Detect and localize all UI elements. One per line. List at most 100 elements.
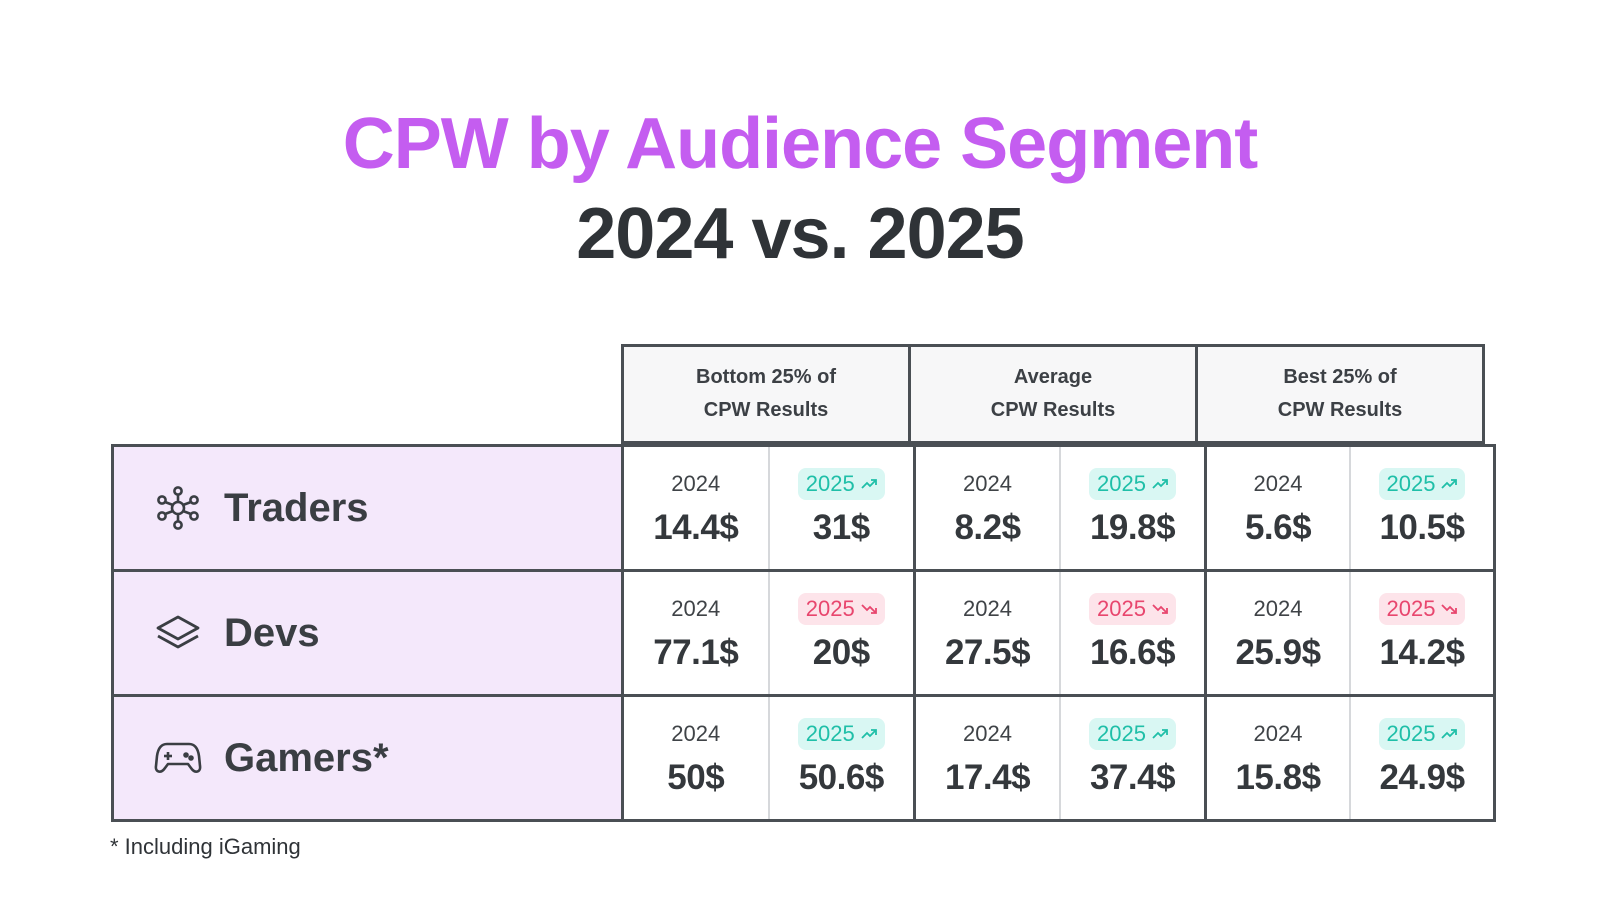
year-label-2025: 2025	[1386, 721, 1436, 746]
cell-group-average: 2024 17.4$ 2025 37.4$	[916, 697, 1207, 819]
year-label-2024: 2024	[963, 721, 1012, 746]
year-badge-2025: 2025	[1378, 718, 1466, 750]
column-headers: Bottom 25% of CPW Results Average CPW Re…	[621, 344, 1485, 444]
value-2025: 19.8$	[1089, 508, 1176, 547]
segment-label: Gamers*	[224, 735, 389, 780]
column-header-best-25: Best 25% of CPW Results	[1195, 344, 1485, 444]
value-2024-cell: 2024 77.1$	[624, 572, 770, 694]
year-label-2024: 2024	[671, 596, 721, 621]
value-2025: 16.6$	[1089, 633, 1176, 672]
year-label-2025: 2025	[805, 721, 855, 746]
gamepad-icon	[154, 734, 202, 782]
year-label-2024: 2024	[963, 471, 1012, 496]
year-label-2025: 2025	[805, 596, 855, 621]
column-header-average: Average CPW Results	[908, 344, 1198, 444]
segment-cell: Traders	[114, 447, 624, 569]
value-2025-cell: 2025 10.5$	[1351, 447, 1493, 569]
year-label-2025: 2025	[1386, 471, 1436, 496]
value-2024-cell: 2024 50$	[624, 697, 770, 819]
segment-label: Devs	[224, 610, 320, 655]
value-2024-cell: 2024 8.2$	[916, 447, 1061, 569]
value-2025: 37.4$	[1089, 758, 1176, 797]
year-label-2025: 2025	[1097, 596, 1146, 621]
value-2024: 77.1$	[653, 633, 739, 672]
value-2024-cell: 2024 15.8$	[1207, 697, 1351, 819]
value-2024: 5.6$	[1244, 508, 1312, 547]
value-2025-cell: 2025 37.4$	[1061, 697, 1204, 819]
value-2024: 17.4$	[944, 758, 1031, 797]
trend-down-icon	[1441, 603, 1458, 615]
year-badge-2025: 2025	[797, 593, 885, 625]
value-2025-cell: 2025 20$	[770, 572, 914, 694]
segment-cell: Gamers*	[114, 697, 624, 819]
year-label-2025: 2025	[1097, 471, 1146, 496]
year-label-2024: 2024	[1253, 596, 1303, 621]
footnote: * Including iGaming	[110, 834, 301, 859]
segment-label: Traders	[224, 485, 369, 530]
value-2024: 15.8$	[1235, 758, 1321, 797]
segment-cell: Devs	[114, 572, 624, 694]
value-2025: 20$	[812, 633, 870, 672]
value-2024-cell: 2024 5.6$	[1207, 447, 1351, 569]
value-2024: 8.2$	[954, 508, 1021, 547]
table-row: Gamers* 2024 50$ 2025 50.6$ 2024 17.4$ 2025 37.4…	[114, 697, 1493, 819]
value-2024: 50$	[667, 758, 725, 797]
value-2025: 50.6$	[798, 758, 885, 797]
network-icon	[154, 484, 202, 532]
year-label-2025: 2025	[1097, 721, 1146, 746]
value-2024: 25.9$	[1235, 633, 1321, 672]
year-label-2024: 2024	[671, 471, 721, 496]
year-badge-2025: 2025	[1089, 718, 1176, 750]
value-2025: 24.9$	[1379, 758, 1465, 797]
value-2024-cell: 2024 25.9$	[1207, 572, 1351, 694]
year-label-2025: 2025	[805, 471, 855, 496]
value-2025: 10.5$	[1379, 508, 1465, 547]
year-label-2024: 2024	[1253, 721, 1303, 746]
cell-group-best-25: 2024 15.8$ 2025 24.9$	[1207, 697, 1493, 819]
year-badge-2025: 2025	[797, 718, 885, 750]
column-header-bottom-25: Bottom 25% of CPW Results	[621, 344, 911, 444]
value-2024-cell: 2024 14.4$	[624, 447, 770, 569]
cpw-table: Traders 2024 14.4$ 2025 31$ 2024 8.2$ 2025 19.8$…	[111, 444, 1496, 822]
cell-group-best-25: 2024 5.6$ 2025 10.5$	[1207, 447, 1493, 569]
value-2024-cell: 2024 17.4$	[916, 697, 1061, 819]
value-2025: 14.2$	[1379, 633, 1465, 672]
layers-icon	[154, 609, 202, 657]
value-2025-cell: 2025 50.6$	[770, 697, 914, 819]
trend-up-icon	[861, 728, 877, 740]
value-2025: 31$	[812, 508, 870, 547]
year-label-2025: 2025	[1386, 596, 1436, 621]
value-2025-cell: 2025 31$	[770, 447, 914, 569]
trend-up-icon	[1152, 728, 1168, 740]
table-row: Traders 2024 14.4$ 2025 31$ 2024 8.2$ 2025 19.8$…	[114, 447, 1493, 572]
year-badge-2025: 2025	[1378, 468, 1466, 500]
value-2025-cell: 2025 14.2$	[1351, 572, 1493, 694]
value-2024: 14.4$	[653, 508, 739, 547]
year-badge-2025: 2025	[1378, 593, 1466, 625]
year-badge-2025: 2025	[1089, 593, 1176, 625]
chart-title: CPW by Audience Segment	[342, 104, 1258, 184]
trend-up-icon	[1441, 728, 1458, 740]
trend-up-icon	[861, 478, 877, 490]
trend-up-icon	[1152, 478, 1168, 490]
cell-group-bottom-25: 2024 50$ 2025 50.6$	[624, 697, 916, 819]
trend-up-icon	[1441, 478, 1458, 490]
trend-down-icon	[1152, 603, 1168, 615]
cell-group-bottom-25: 2024 14.4$ 2025 31$	[624, 447, 916, 569]
cell-group-bottom-25: 2024 77.1$ 2025 20$	[624, 572, 916, 694]
year-badge-2025: 2025	[797, 468, 885, 500]
value-2025-cell: 2025 19.8$	[1061, 447, 1204, 569]
year-badge-2025: 2025	[1089, 468, 1176, 500]
year-label-2024: 2024	[671, 721, 721, 746]
value-2024-cell: 2024 27.5$	[916, 572, 1061, 694]
value-2024: 27.5$	[944, 633, 1031, 672]
chart-subtitle: 2024 vs. 2025	[576, 194, 1024, 274]
year-label-2024: 2024	[963, 596, 1012, 621]
table-row: Devs 2024 77.1$ 2025 20$ 2024 27.5$ 2025 16.6$ 20…	[114, 572, 1493, 697]
trend-down-icon	[861, 603, 877, 615]
cell-group-average: 2024 27.5$ 2025 16.6$	[916, 572, 1207, 694]
cell-group-best-25: 2024 25.9$ 2025 14.2$	[1207, 572, 1493, 694]
value-2025-cell: 2025 24.9$	[1351, 697, 1493, 819]
value-2025-cell: 2025 16.6$	[1061, 572, 1204, 694]
cell-group-average: 2024 8.2$ 2025 19.8$	[916, 447, 1207, 569]
